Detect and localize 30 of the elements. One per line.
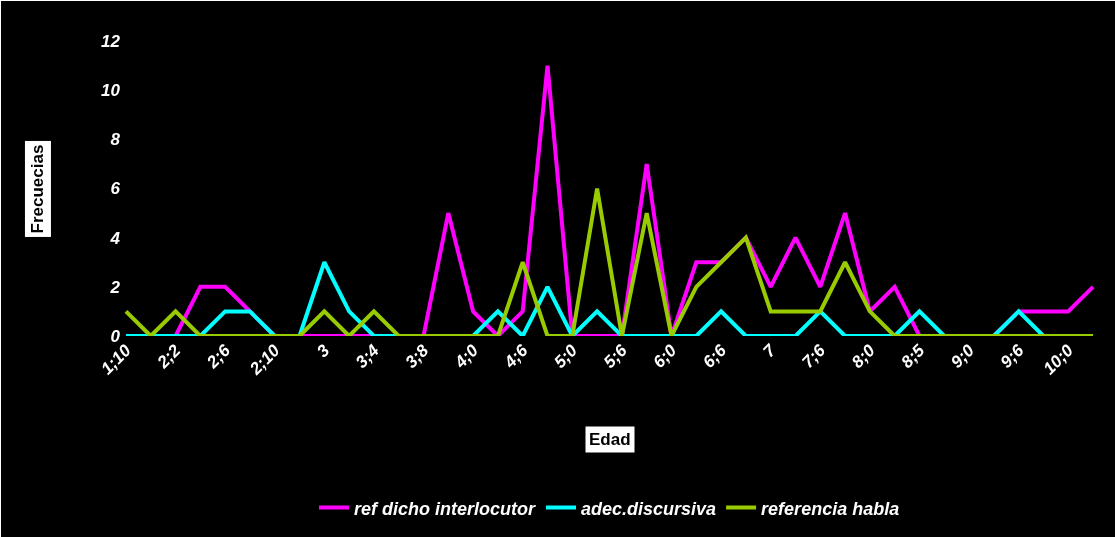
y-axis-title: Frecuecias: [28, 144, 48, 234]
x-tick-label: 6;6: [699, 340, 731, 372]
x-tick-label: 2;2: [152, 340, 185, 373]
line-series: [123, 186, 1096, 336]
y-tick-label: 8: [110, 130, 121, 150]
y-tick-label: 0: [110, 326, 121, 346]
x-tick-label: 4;0: [450, 340, 483, 373]
y-tick-label: 12: [101, 31, 121, 51]
x-tick-label: 8;5: [897, 340, 929, 372]
y-tick-label: 2: [109, 277, 121, 297]
y-tick-label: 6: [110, 179, 121, 199]
x-tick-label: 9;6: [996, 340, 1028, 372]
x-tick-label: 4;6: [500, 340, 532, 373]
x-tick-label: 7: [759, 339, 781, 362]
x-tick-label: 8;0: [847, 340, 880, 372]
legend-label: adec.discursiva: [581, 498, 717, 519]
x-tick-label: 3;4: [351, 340, 384, 372]
x-tick-label: 5;6: [599, 340, 632, 372]
legend-label: referencia habla: [761, 498, 900, 519]
x-tick-label: 7;6: [798, 340, 830, 372]
x-tick-label: 6;0: [649, 340, 681, 372]
x-tick-label: 3;8: [401, 340, 433, 372]
x-tick-label: 2;6: [202, 340, 235, 373]
x-tick-label: 5;0: [550, 340, 582, 372]
y-tick-label: 10: [101, 81, 121, 101]
x-axis-title: Edad: [589, 430, 631, 449]
y-tick-label: 4: [109, 228, 121, 248]
x-tick-label: 3: [313, 340, 334, 362]
legend-label: ref dicho interlocutor: [354, 498, 537, 519]
x-tick-label: 9;0: [947, 340, 979, 372]
